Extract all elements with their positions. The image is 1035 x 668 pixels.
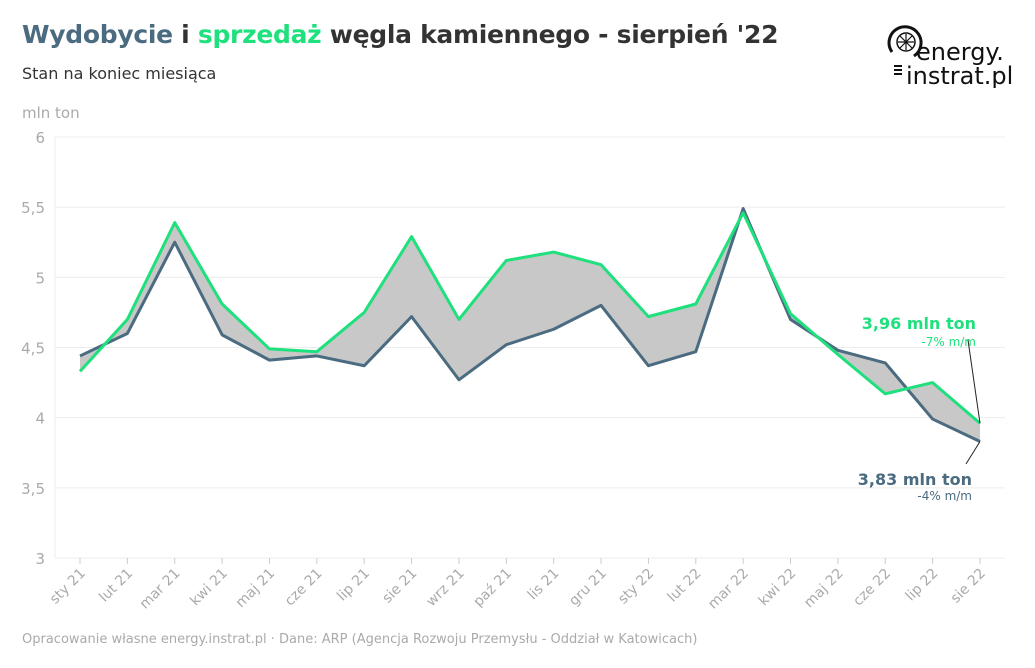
source-footer: Opracowanie własne energy.instrat.pl · D… — [22, 632, 698, 647]
y-tick-label: 6 — [35, 129, 45, 147]
y-tick-label: 3 — [35, 550, 45, 568]
x-tick-label: lis 21 — [525, 566, 563, 604]
annotation-label-wydobycie: 3,83 mln ton — [858, 470, 972, 489]
y-tick-label: 5 — [35, 269, 45, 287]
x-tick-label: gru 21 — [566, 566, 610, 610]
x-tick-label: lut 22 — [665, 566, 705, 606]
annotation-sub-sprzedaz: -7% m/m — [921, 335, 976, 349]
x-tick-label: maj 22 — [801, 566, 847, 612]
gap-area — [80, 208, 980, 442]
title-and: i — [172, 20, 198, 49]
y-tick-label: 4 — [35, 410, 45, 428]
chart-subtitle: Stan na koniec miesiąca — [22, 64, 217, 83]
x-tick-label: cze 21 — [282, 566, 326, 610]
title-rest: węgla kamiennego - sierpień '22 — [321, 20, 779, 49]
y-tick-label: 3,5 — [21, 480, 45, 498]
x-tick-label: mar 22 — [705, 566, 752, 613]
annotation-sub-wydobycie: -4% m/m — [917, 489, 972, 503]
x-tick-label: wrz 21 — [423, 566, 467, 610]
annotation-pointer-sprzedaz — [967, 339, 981, 424]
x-tick-label: maj 21 — [233, 566, 279, 612]
chart-title: Wydobycie i sprzedaż węgla kamiennego - … — [22, 20, 778, 49]
x-tick-label: lut 21 — [96, 566, 136, 606]
x-tick-label: cze 22 — [850, 566, 894, 610]
x-tick-label: kwi 22 — [756, 566, 800, 610]
x-tick-label: kwi 21 — [187, 566, 231, 610]
x-tick-label: sie 21 — [379, 566, 420, 607]
x-tick-label: paź 21 — [471, 566, 516, 611]
logo-line2: instrat.pl — [906, 62, 1013, 88]
x-tick-label: sty 21 — [47, 566, 89, 608]
x-tick-label: lip 21 — [334, 566, 373, 605]
lightbulb-icon — [887, 25, 923, 75]
title-wydobycie: Wydobycie — [22, 20, 173, 49]
x-tick-label: lip 22 — [903, 566, 942, 605]
title-sprzedaz: sprzedaż — [197, 20, 322, 49]
series-line-wydobycie — [79, 207, 981, 443]
annotation-pointer-wydobycie — [965, 441, 981, 465]
series-line-sprzedaz — [78, 211, 981, 425]
x-tick-label: sie 22 — [948, 566, 989, 607]
logo-line1: energy. — [916, 38, 1004, 66]
logo: energy. instrat.pl — [884, 22, 1014, 90]
y-axis-label: mln ton — [22, 104, 80, 122]
x-tick-label: mar 21 — [137, 566, 184, 613]
annotation-label-sprzedaz: 3,96 mln ton — [862, 314, 976, 333]
y-tick-label: 5,5 — [21, 199, 45, 217]
x-tick-label: sty 22 — [615, 566, 657, 608]
y-tick-label: 4,5 — [21, 340, 45, 358]
